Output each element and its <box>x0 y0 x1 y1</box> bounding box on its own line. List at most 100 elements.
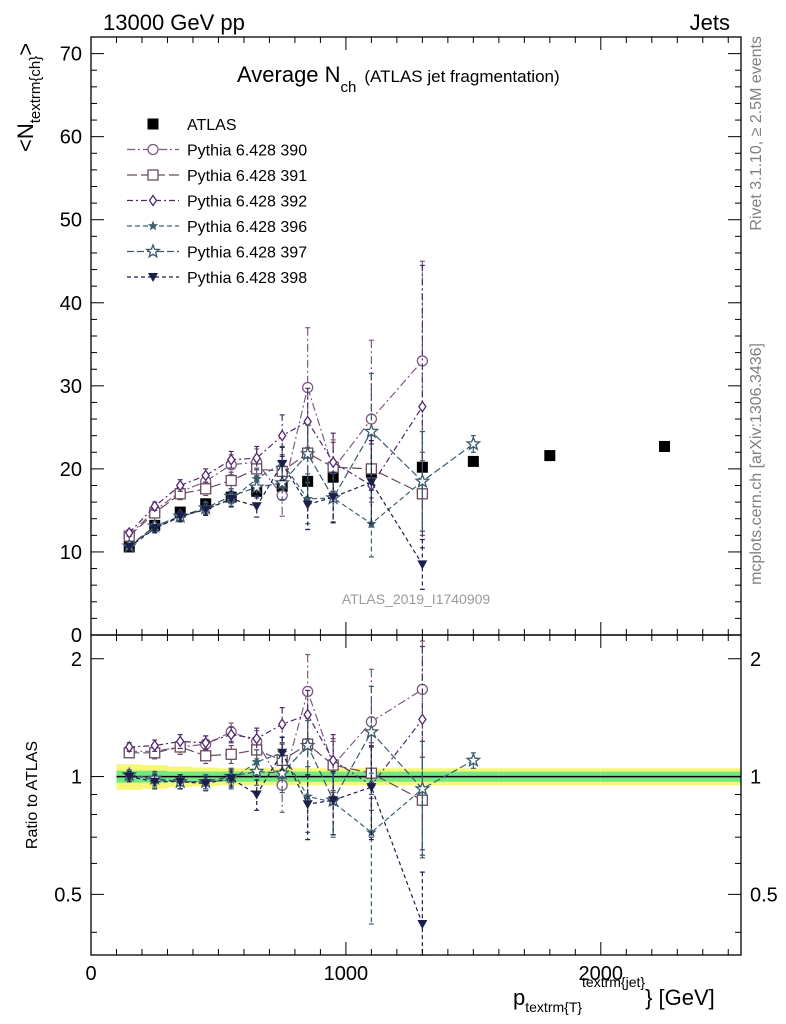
main-y-tick-label-20: 20 <box>60 459 82 481</box>
legend-marker-pythia-6-428-390 <box>147 143 159 156</box>
ratio-point-pythia-6-428-397-11 <box>465 752 482 768</box>
ratio-series-pythia-6-428-392 <box>124 645 427 851</box>
x-tick-label-0: 0 <box>85 963 96 985</box>
main-point-pythia-6-428-392-1 <box>150 500 160 513</box>
main-point-pythia-6-428-398-6 <box>277 459 288 469</box>
ratio-point-pythia-6-428-392-6 <box>277 718 287 731</box>
ratio-y-tick-label-right-0.5: 0.5 <box>750 884 778 906</box>
ratio-point-pythia-6-428-398-4 <box>226 774 237 784</box>
main-point-pythia-6-428-398-10 <box>417 560 428 570</box>
main-line-pythia-6-428-397 <box>128 430 474 547</box>
ratio-point-pythia-6-428-392-1 <box>150 739 160 752</box>
main-y-tick-label-10: 10 <box>60 542 82 564</box>
ratio-y-tick-label-left-2: 2 <box>71 649 82 671</box>
legend-entry-pythia-6-428-398: Pythia 6.428 398 <box>127 270 307 287</box>
main-point-pythia-6-428-397-6 <box>274 474 291 490</box>
ratio-point-pythia-6-428-392-7 <box>303 708 312 721</box>
x-axis-label-main: p <box>513 985 525 1010</box>
ratio-point-pythia-6-428-397-5 <box>248 763 265 779</box>
main-y-tick-label-30: 30 <box>60 376 82 398</box>
main-line-pythia-6-428-392 <box>128 406 423 534</box>
legend-marker-pythia-6-428-396 <box>147 220 159 231</box>
legend-label-pythia-6-428-398: Pythia 6.428 398 <box>187 270 307 287</box>
x-axis-label-end: } [GeV] <box>645 985 715 1010</box>
main-point-pythia-6-428-392-8 <box>328 456 338 469</box>
main-y-tick-label-50: 50 <box>60 210 82 232</box>
legend-marker-pythia-6-428-397 <box>145 243 161 259</box>
legend-label-pythia-6-428-397: Pythia 6.428 397 <box>187 245 307 262</box>
ratio-point-pythia-6-428-398-3 <box>200 779 211 789</box>
ratio-series-pythia-6-428-398 <box>124 736 428 956</box>
main-point-pythia-6-428-397-9 <box>363 423 380 439</box>
ratio-line-pythia-6-428-396 <box>129 752 423 834</box>
legend-marker-pythia-6-428-398 <box>148 273 158 282</box>
ratio-point-pythia-6-428-398-9 <box>366 783 377 793</box>
ratio-point-pythia-6-428-398-6 <box>277 748 288 758</box>
ratio-ylabel: Ratio to ATLAS <box>24 741 41 849</box>
ratio-point-pythia-6-428-397-9 <box>363 723 380 739</box>
analysis-watermark: ATLAS_2019_I1740909 <box>342 591 491 607</box>
ratio-series-pythia-6-428-396 <box>124 736 428 925</box>
main-series-pythia-6-428-398 <box>124 440 428 590</box>
main-point-pythia-6-428-398-2 <box>175 512 186 522</box>
main-series-atlas <box>123 440 671 553</box>
ratio-point-pythia-6-428-392-4 <box>226 728 236 741</box>
ratio-point-pythia-6-428-391-3 <box>200 750 212 762</box>
ratio-point-pythia-6-428-391-4 <box>225 748 237 760</box>
ratio-y-tick-label-left-1: 1 <box>71 767 82 789</box>
main-point-pythia-6-428-398-8 <box>328 493 339 503</box>
ratio-point-pythia-6-428-398-5 <box>251 790 262 800</box>
legend-marker-pythia-6-428-392 <box>148 194 158 207</box>
main-y-tick-label-0: 0 <box>71 625 82 647</box>
ratio-y-tick-label-left-0.5: 0.5 <box>54 884 82 906</box>
axes-layer: 0 1000 2000 0 10 20 30 40 50 60 70 0.5 0.5 1 1 2 2 <box>54 36 778 985</box>
ratio-point-pythia-6-428-392-10 <box>418 713 427 726</box>
plot-title-sub: ch <box>341 79 357 96</box>
main-point-pythia-6-428-397-5 <box>248 478 265 494</box>
legend-entry-atlas: ATLAS <box>147 117 237 134</box>
rivet-label: Rivet 3.1.10, ≥ 2.5M events <box>748 36 765 231</box>
main-y-tick-label-70: 70 <box>60 44 82 66</box>
main-point-pythia-6-428-398-9 <box>366 478 377 488</box>
legend-entry-pythia-6-428-397: Pythia 6.428 397 <box>127 243 307 262</box>
x-axis-label: ptextrm{T}textrm{jet}} [GeV] <box>513 974 715 1015</box>
ratio-point-pythia-6-428-397-10 <box>414 780 431 796</box>
legend-entry-pythia-6-428-391: Pythia 6.428 391 <box>127 168 307 185</box>
plot-title-main: Average N <box>237 62 341 87</box>
ratio-point-pythia-6-428-398-10 <box>417 920 428 930</box>
legend-marker-pythia-6-428-391 <box>147 169 159 181</box>
main-point-pythia-6-428-398-1 <box>149 524 160 534</box>
plot-title-note: (ATLAS jet fragmentation) <box>364 67 559 86</box>
main-point-pythia-6-428-397-11 <box>465 435 482 451</box>
main-point-pythia-6-428-398-0 <box>124 542 135 552</box>
data-layer <box>121 260 671 956</box>
ratio-point-pythia-6-428-392-8 <box>328 754 338 767</box>
main-point-pythia-6-428-392-3 <box>201 469 210 482</box>
main-point-pythia-6-428-391-3 <box>200 483 212 495</box>
mcplots-label: mcplots.cern.ch [arXiv:1306.3436] <box>748 343 765 585</box>
ratio-point-pythia-6-428-392-3 <box>201 736 210 749</box>
main-point-pythia-6-428-398-4 <box>226 494 237 504</box>
legend-entry-pythia-6-428-392: Pythia 6.428 392 <box>127 194 307 211</box>
main-point-pythia-6-428-397-10 <box>414 472 431 489</box>
plot-title: Average Nch (ATLAS jet fragmentation) <box>237 62 560 96</box>
main-point-atlas-11 <box>467 455 479 467</box>
legend-label-pythia-6-428-391: Pythia 6.428 391 <box>187 168 307 185</box>
main-point-pythia-6-428-392-5 <box>252 451 261 465</box>
main-point-pythia-6-428-392-10 <box>418 400 427 413</box>
header-right: Jets <box>690 10 730 35</box>
ratio-y-tick-label-right-1: 1 <box>750 767 761 789</box>
main-point-pythia-6-428-396-7 <box>302 493 313 504</box>
x-axis-label-sub: textrm{T} <box>525 999 582 1015</box>
legend-marker-atlas <box>147 118 159 130</box>
ratio-point-pythia-6-428-392-5 <box>252 732 261 745</box>
x-tick-label-2000: 2000 <box>579 963 624 985</box>
main-point-atlas-13 <box>659 440 671 452</box>
main-point-pythia-6-428-392-2 <box>175 479 185 492</box>
legend-entry-pythia-6-428-390: Pythia 6.428 390 <box>127 143 307 160</box>
main-point-atlas-12 <box>544 450 556 462</box>
legend-label-atlas: ATLAS <box>187 117 237 134</box>
main-series-pythia-6-428-392 <box>124 264 427 549</box>
ratio-point-pythia-6-428-398-7 <box>302 800 313 810</box>
